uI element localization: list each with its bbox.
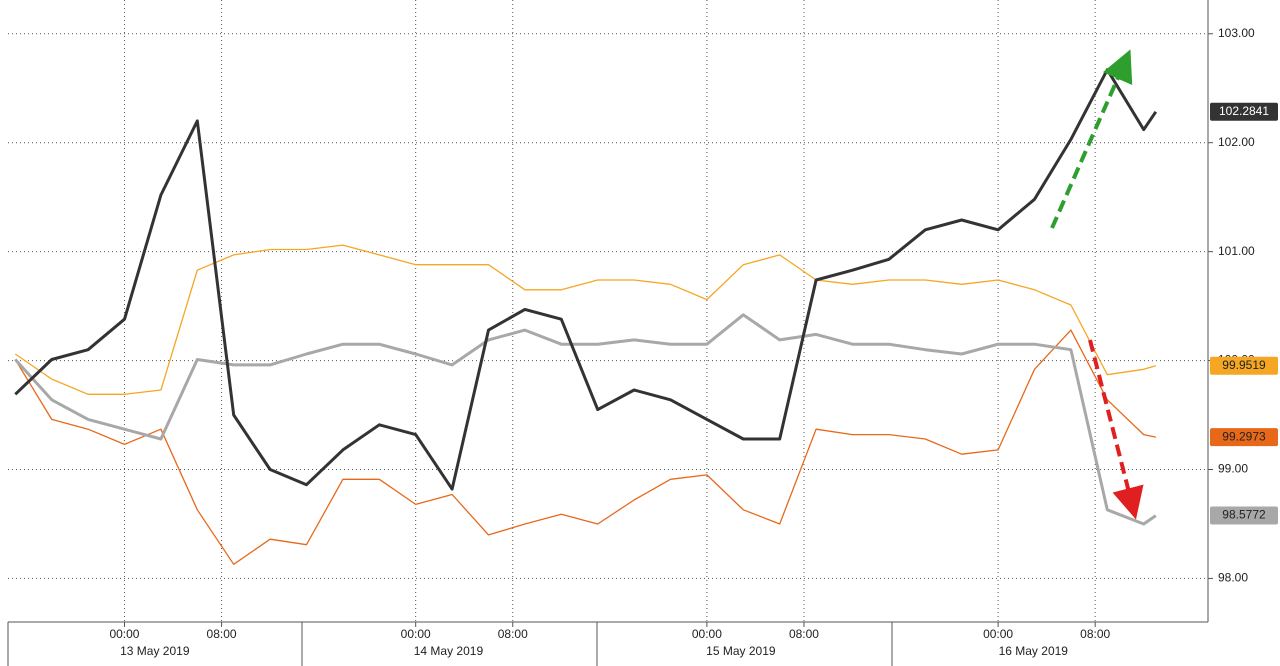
last-value-tag — [1210, 428, 1278, 447]
y-tick-label: 102.00 — [1218, 135, 1255, 149]
series-line — [14, 313, 1157, 526]
x-tick-label: 08:00 — [1080, 627, 1110, 641]
y-tick-label: 103.00 — [1218, 26, 1255, 40]
series-line — [14, 68, 1158, 491]
last-value-tag — [1210, 356, 1278, 375]
x-date-label: 14 May 2019 — [414, 644, 484, 658]
x-tick-label: 00:00 — [692, 627, 722, 641]
x-tick-label: 00:00 — [983, 627, 1013, 641]
last-value-label: 99.2973 — [1222, 429, 1266, 443]
x-tick-label: 00:00 — [109, 627, 139, 641]
y-tick-label: 101.00 — [1218, 244, 1255, 258]
series-line — [14, 244, 1156, 395]
x-tick-label: 08:00 — [789, 627, 819, 641]
x-date-label: 13 May 2019 — [120, 644, 190, 658]
x-date-label: 16 May 2019 — [999, 644, 1069, 658]
last-value-label: 102.2841 — [1219, 104, 1269, 118]
y-tick-label: 98.00 — [1218, 571, 1248, 585]
x-date-label: 15 May 2019 — [706, 644, 776, 658]
series-line — [14, 329, 1156, 565]
x-tick-label: 08:00 — [207, 627, 237, 641]
last-value-tag — [1210, 506, 1278, 525]
last-value-label: 98.5772 — [1222, 508, 1266, 522]
x-tick-label: 00:00 — [401, 627, 431, 641]
x-tick-label: 08:00 — [498, 627, 528, 641]
y-tick-label: 99.00 — [1218, 462, 1248, 476]
up-arrow — [1050, 49, 1133, 229]
last-value-label: 99.9519 — [1222, 358, 1266, 372]
last-value-tag — [1210, 102, 1278, 121]
down-arrow — [1088, 339, 1144, 520]
